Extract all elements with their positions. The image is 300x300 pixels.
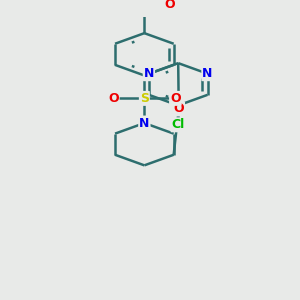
Text: O: O bbox=[170, 92, 181, 105]
Text: O: O bbox=[108, 92, 119, 105]
Text: N: N bbox=[139, 117, 149, 130]
Text: O: O bbox=[164, 0, 175, 11]
Text: S: S bbox=[140, 92, 149, 105]
Text: O: O bbox=[173, 103, 184, 116]
Text: N: N bbox=[202, 67, 213, 80]
Text: Cl: Cl bbox=[172, 118, 185, 131]
Text: N: N bbox=[144, 67, 154, 80]
